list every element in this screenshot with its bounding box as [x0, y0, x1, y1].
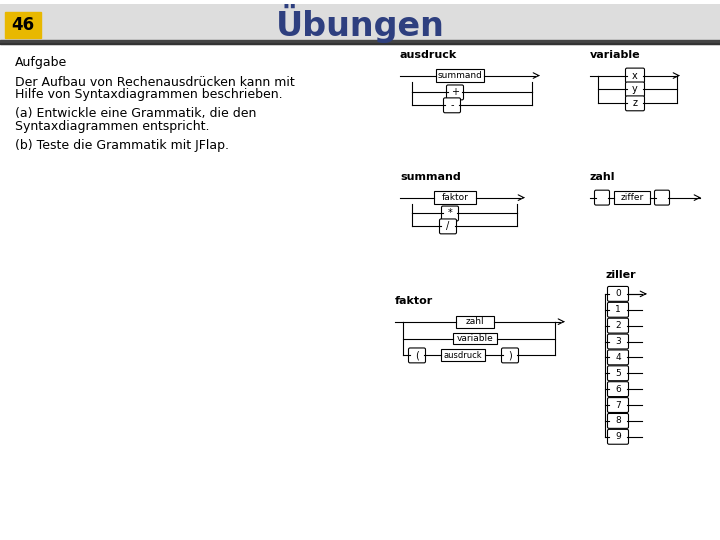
FancyBboxPatch shape: [595, 190, 610, 205]
Bar: [436, 69, 484, 82]
Bar: [0, 4, 720, 44]
FancyBboxPatch shape: [444, 98, 461, 113]
Text: (a) Entwickle eine Grammatik, die den: (a) Entwickle eine Grammatik, die den: [15, 107, 256, 120]
FancyBboxPatch shape: [408, 348, 426, 363]
FancyBboxPatch shape: [608, 397, 629, 413]
Text: variable: variable: [590, 50, 641, 60]
Bar: [614, 191, 650, 204]
Text: ziffer: ziffer: [621, 193, 644, 202]
FancyBboxPatch shape: [502, 348, 518, 363]
Text: 8: 8: [615, 416, 621, 426]
Text: x: x: [632, 71, 638, 80]
FancyBboxPatch shape: [626, 82, 644, 97]
Text: ausdruck: ausdruck: [444, 351, 482, 360]
Text: faktor: faktor: [395, 296, 433, 306]
Text: zahl: zahl: [466, 317, 485, 326]
Text: y: y: [632, 84, 638, 94]
Bar: [5, 12, 41, 38]
Bar: [456, 316, 494, 328]
Text: 6: 6: [615, 384, 621, 394]
FancyBboxPatch shape: [608, 286, 629, 301]
Text: +: +: [451, 87, 459, 97]
FancyBboxPatch shape: [608, 318, 629, 333]
FancyBboxPatch shape: [608, 302, 629, 317]
Text: 46: 46: [12, 16, 35, 34]
Text: Aufgabe: Aufgabe: [15, 56, 67, 69]
Text: Syntaxdiagrammen entspricht.: Syntaxdiagrammen entspricht.: [15, 120, 210, 133]
Text: Der Aufbau von Rechenausdrücken kann mit: Der Aufbau von Rechenausdrücken kann mit: [15, 76, 294, 89]
FancyBboxPatch shape: [626, 68, 644, 83]
Bar: [441, 349, 485, 361]
Text: ): ): [508, 350, 512, 360]
Bar: [434, 191, 476, 204]
Text: *: *: [448, 208, 452, 219]
Bar: [453, 333, 497, 345]
FancyBboxPatch shape: [608, 366, 629, 381]
Text: (b) Teste die Grammatik mit JFlap.: (b) Teste die Grammatik mit JFlap.: [15, 139, 229, 152]
Text: z: z: [632, 98, 637, 109]
FancyBboxPatch shape: [441, 206, 459, 221]
Text: 5: 5: [615, 369, 621, 378]
Text: 3: 3: [615, 337, 621, 346]
Text: variable: variable: [456, 334, 493, 343]
FancyBboxPatch shape: [654, 190, 670, 205]
Text: zahl: zahl: [590, 172, 616, 182]
Text: ziller: ziller: [605, 270, 636, 280]
FancyBboxPatch shape: [446, 85, 464, 100]
FancyBboxPatch shape: [608, 414, 629, 428]
Text: /: /: [446, 221, 449, 232]
FancyBboxPatch shape: [608, 429, 629, 444]
Text: 0: 0: [615, 289, 621, 299]
FancyBboxPatch shape: [626, 96, 644, 111]
Text: 2: 2: [615, 321, 621, 330]
Text: summand: summand: [438, 71, 482, 80]
Text: (: (: [415, 350, 419, 360]
Text: faktor: faktor: [441, 193, 469, 202]
FancyBboxPatch shape: [608, 334, 629, 349]
Text: 9: 9: [615, 433, 621, 441]
Text: summand: summand: [400, 172, 461, 182]
Text: 7: 7: [615, 401, 621, 409]
Text: Hilfe von Syntaxdiagrammen beschrieben.: Hilfe von Syntaxdiagrammen beschrieben.: [15, 89, 283, 102]
Text: -: -: [450, 100, 454, 110]
FancyBboxPatch shape: [439, 219, 456, 234]
Text: 1: 1: [615, 305, 621, 314]
Text: 4: 4: [615, 353, 621, 362]
Text: Übungen: Übungen: [276, 4, 444, 43]
FancyBboxPatch shape: [608, 350, 629, 365]
Text: ausdruck: ausdruck: [400, 50, 457, 60]
FancyBboxPatch shape: [608, 382, 629, 396]
Bar: [0, 40, 720, 44]
